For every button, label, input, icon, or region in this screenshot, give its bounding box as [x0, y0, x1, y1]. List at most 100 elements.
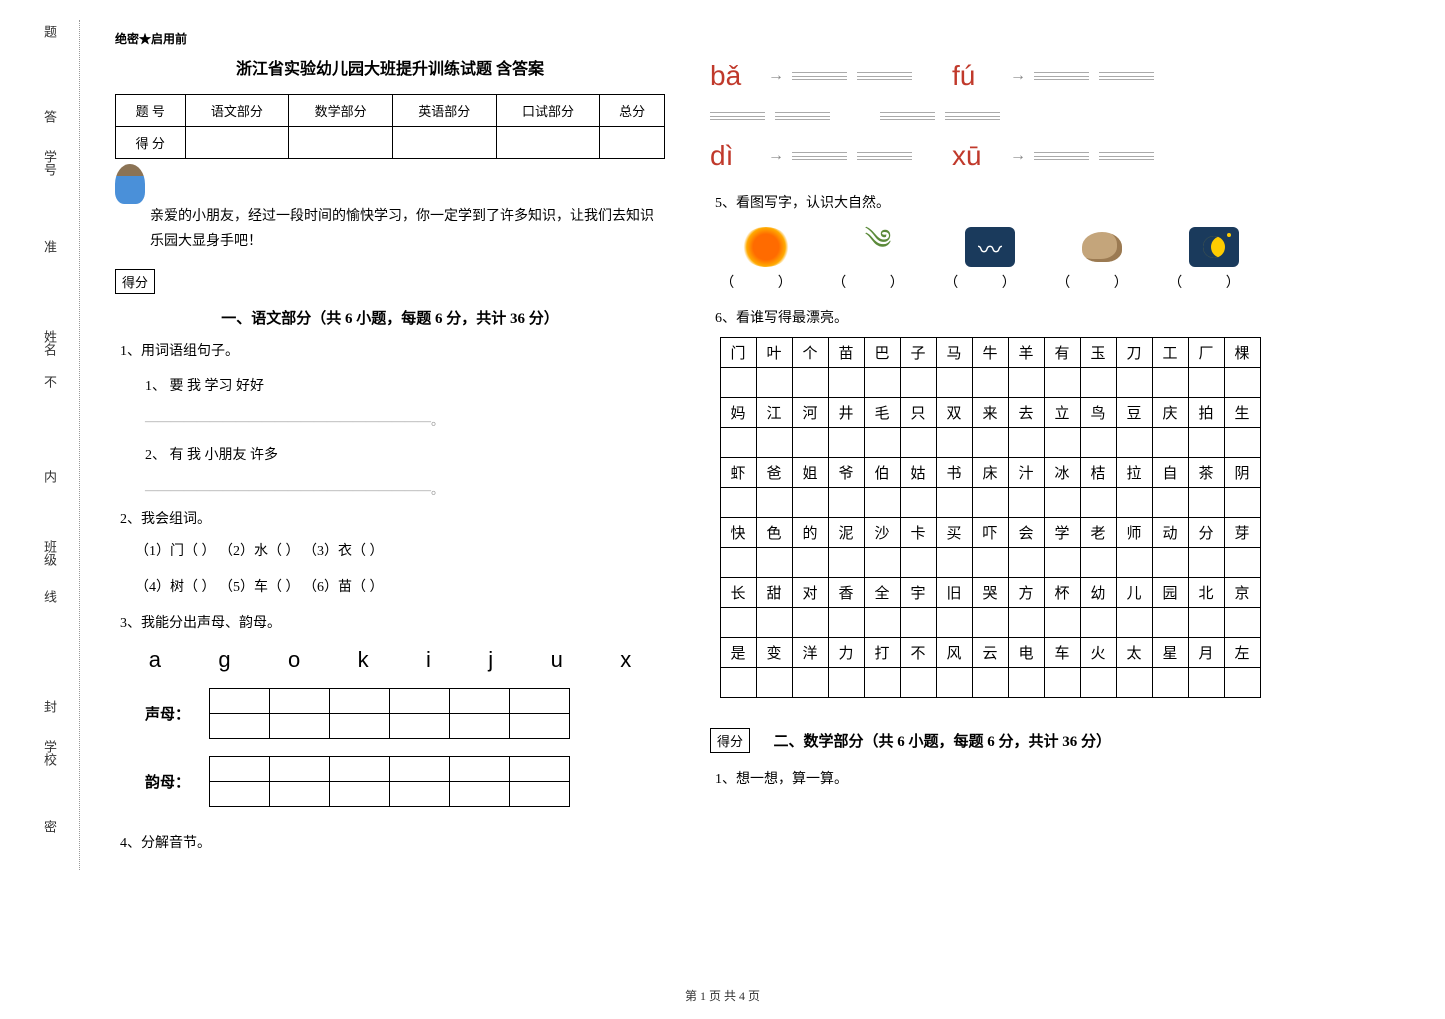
practice-cell[interactable]: [1116, 668, 1152, 698]
practice-cell[interactable]: [1224, 368, 1260, 398]
answer-paren[interactable]: （ ）: [1168, 272, 1260, 292]
practice-cell[interactable]: [1044, 548, 1080, 578]
practice-cell[interactable]: [972, 668, 1008, 698]
practice-cell[interactable]: [1152, 488, 1188, 518]
practice-cell[interactable]: [828, 428, 864, 458]
practice-cell[interactable]: [1152, 428, 1188, 458]
practice-cell[interactable]: [1080, 368, 1116, 398]
practice-cell[interactable]: [900, 548, 936, 578]
practice-cell[interactable]: [1188, 428, 1224, 458]
practice-cell[interactable]: [1116, 428, 1152, 458]
practice-cell[interactable]: [864, 488, 900, 518]
practice-cell[interactable]: [1188, 368, 1224, 398]
practice-cell[interactable]: [720, 488, 756, 518]
practice-cell[interactable]: [1188, 608, 1224, 638]
practice-cell[interactable]: [1008, 548, 1044, 578]
practice-cell[interactable]: [1152, 668, 1188, 698]
answer-paren[interactable]: （ ）: [832, 272, 924, 292]
practice-cell[interactable]: [792, 548, 828, 578]
score-cell[interactable]: [600, 127, 665, 159]
practice-cell[interactable]: [720, 368, 756, 398]
answer-paren[interactable]: （ ）: [944, 272, 1036, 292]
practice-cell[interactable]: [1008, 428, 1044, 458]
practice-cell[interactable]: [828, 488, 864, 518]
practice-cell[interactable]: [900, 608, 936, 638]
practice-cell[interactable]: [756, 428, 792, 458]
practice-cell[interactable]: [1116, 368, 1152, 398]
practice-cell[interactable]: [1224, 608, 1260, 638]
practice-cell[interactable]: [936, 488, 972, 518]
practice-cell[interactable]: [900, 368, 936, 398]
practice-cell[interactable]: [828, 368, 864, 398]
practice-cell[interactable]: [900, 668, 936, 698]
q1-blank1[interactable]: ——————————————————————。: [145, 410, 665, 429]
practice-cell[interactable]: [864, 668, 900, 698]
practice-cell[interactable]: [720, 608, 756, 638]
practice-cell[interactable]: [1008, 368, 1044, 398]
practice-cell[interactable]: [1116, 548, 1152, 578]
practice-cell[interactable]: [1008, 668, 1044, 698]
score-cell[interactable]: [392, 127, 496, 159]
answer-paren[interactable]: （ ）: [1056, 272, 1148, 292]
practice-cell[interactable]: [864, 428, 900, 458]
practice-cell[interactable]: [1152, 548, 1188, 578]
practice-cell[interactable]: [1224, 548, 1260, 578]
shengmu-grid[interactable]: [209, 688, 570, 739]
practice-cell[interactable]: [1080, 488, 1116, 518]
practice-cell[interactable]: [720, 668, 756, 698]
practice-cell[interactable]: [792, 608, 828, 638]
practice-cell[interactable]: [756, 668, 792, 698]
practice-cell[interactable]: [972, 608, 1008, 638]
practice-cell[interactable]: [756, 548, 792, 578]
practice-cell[interactable]: [936, 608, 972, 638]
practice-cell[interactable]: [1008, 608, 1044, 638]
practice-cell[interactable]: [828, 548, 864, 578]
practice-cell[interactable]: [1080, 548, 1116, 578]
practice-cell[interactable]: [1044, 488, 1080, 518]
practice-cell[interactable]: [936, 368, 972, 398]
practice-cell[interactable]: [1044, 608, 1080, 638]
yunmu-grid[interactable]: [209, 756, 570, 807]
practice-cell[interactable]: [1152, 368, 1188, 398]
score-cell[interactable]: [289, 127, 393, 159]
practice-cell[interactable]: [936, 548, 972, 578]
practice-cell[interactable]: [1188, 488, 1224, 518]
q1-blank2[interactable]: ——————————————————————。: [145, 479, 665, 498]
practice-cell[interactable]: [828, 608, 864, 638]
practice-cell[interactable]: [792, 488, 828, 518]
practice-cell[interactable]: [1008, 488, 1044, 518]
practice-cell[interactable]: [1188, 668, 1224, 698]
practice-cell[interactable]: [1224, 668, 1260, 698]
score-cell[interactable]: [185, 127, 289, 159]
practice-cell[interactable]: [792, 428, 828, 458]
practice-cell[interactable]: [936, 668, 972, 698]
practice-cell[interactable]: [900, 488, 936, 518]
practice-cell[interactable]: [972, 488, 1008, 518]
practice-cell[interactable]: [1080, 668, 1116, 698]
practice-cell[interactable]: [792, 368, 828, 398]
practice-cell[interactable]: [1188, 548, 1224, 578]
practice-cell[interactable]: [1044, 368, 1080, 398]
practice-cell[interactable]: [972, 368, 1008, 398]
practice-cell[interactable]: [900, 428, 936, 458]
practice-cell[interactable]: [1044, 668, 1080, 698]
practice-cell[interactable]: [1224, 488, 1260, 518]
practice-cell[interactable]: [828, 668, 864, 698]
practice-cell[interactable]: [756, 488, 792, 518]
practice-cell[interactable]: [720, 428, 756, 458]
score-cell[interactable]: [496, 127, 600, 159]
practice-cell[interactable]: [756, 368, 792, 398]
practice-cell[interactable]: [864, 608, 900, 638]
practice-cell[interactable]: [1080, 608, 1116, 638]
practice-cell[interactable]: [1080, 428, 1116, 458]
practice-cell[interactable]: [1116, 608, 1152, 638]
practice-cell[interactable]: [864, 368, 900, 398]
practice-cell[interactable]: [1224, 428, 1260, 458]
practice-cell[interactable]: [720, 548, 756, 578]
practice-cell[interactable]: [936, 428, 972, 458]
practice-cell[interactable]: [972, 548, 1008, 578]
practice-cell[interactable]: [864, 548, 900, 578]
practice-cell[interactable]: [972, 428, 1008, 458]
practice-cell[interactable]: [1116, 488, 1152, 518]
practice-cell[interactable]: [792, 668, 828, 698]
